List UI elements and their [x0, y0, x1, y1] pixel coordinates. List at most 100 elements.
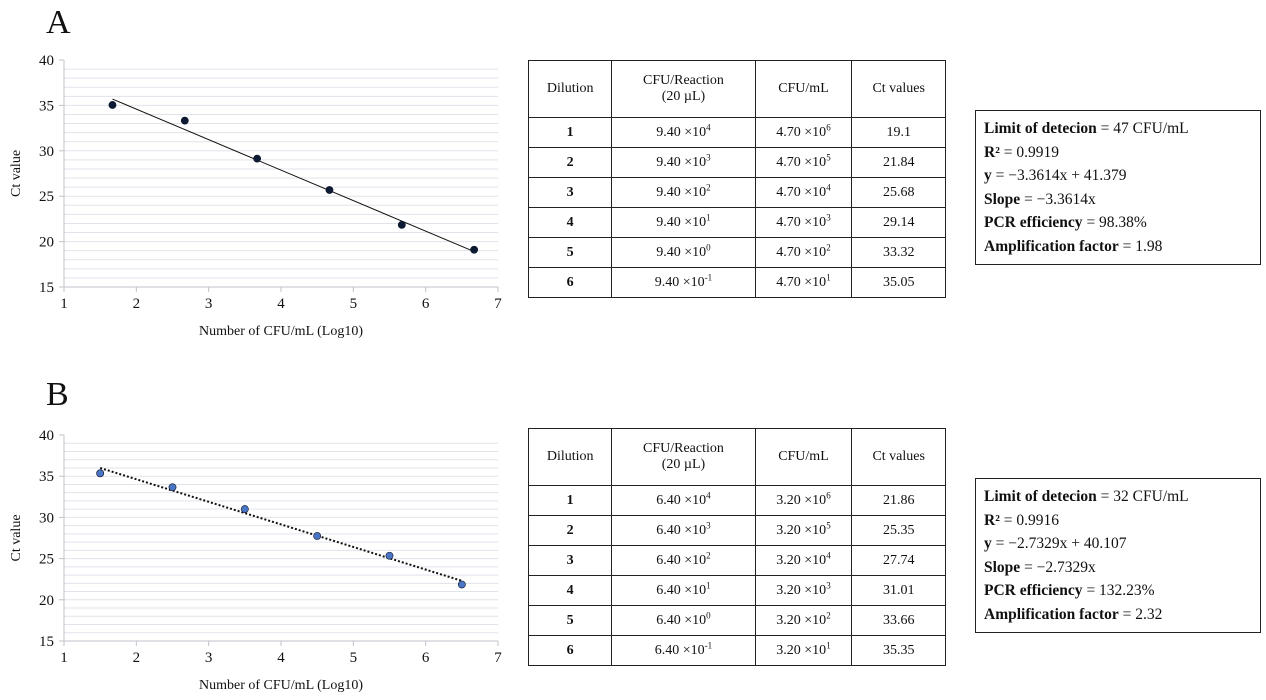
- cell-dilution: 1: [527, 485, 613, 516]
- table-row: 4 6.40 ×101 3.20 ×103 31.01: [527, 575, 946, 606]
- data-point: [470, 245, 479, 254]
- chart-b: 15 20 25 30 35 40 1 2 3 4 5 6 7 Number of CFU/mL (Log…: [9, 428, 502, 693]
- stat-label: R²: [984, 511, 1000, 529]
- stat-label: Limit of detecion: [984, 488, 1097, 505]
- table-row: 1 6.40 ×104 3.20 ×106 21.86: [527, 485, 946, 516]
- cell-dilution: 5: [527, 605, 613, 636]
- cell-cfu-ml: 3.20 ×102: [754, 605, 853, 636]
- data-point: [325, 186, 334, 194]
- panel-a: A 15 20 25 30 35 40 1 2 3 4 5 6 7 Number of CFU/mL (L…: [9, 4, 1261, 339]
- stat-value: = −3.3614x + 41.379: [991, 167, 1127, 184]
- data-point: [253, 154, 262, 163]
- y-tick-label: 40: [39, 428, 54, 444]
- stat-line: Slope = −3.3614x: [984, 188, 1252, 212]
- table-row: 3 6.40 ×102 3.20 ×104 27.74: [527, 545, 946, 576]
- y-tick-label: 25: [39, 189, 54, 205]
- cell-dilution: 3: [527, 545, 613, 576]
- y-tick-label: 20: [39, 235, 54, 251]
- stat-label: y: [984, 167, 992, 184]
- col-header-cfu-reaction: CFU/Reaction (20 µL): [611, 60, 756, 118]
- col-header-cfu-ml: CFU/mL: [754, 60, 853, 118]
- x-tick-label: 4: [277, 296, 285, 312]
- x-axis-title: Number of CFU/mL (Log10): [199, 678, 363, 693]
- cell-cfu-ml: 3.20 ×106: [754, 485, 853, 516]
- cell-ct-value: 33.32: [851, 237, 946, 268]
- y-axis-title: Ct value: [9, 514, 24, 561]
- stat-label: Amplification factor: [984, 605, 1119, 623]
- stat-value: = 32 CFU/mL: [1096, 488, 1189, 505]
- table-body: 1 6.40 ×104 3.20 ×106 21.86 2 6.40 ×103 3.20 ×…: [527, 485, 946, 666]
- stat-value: = 47 CFU/mL: [1096, 120, 1189, 137]
- stat-label: y: [984, 535, 992, 552]
- y-tick-label: 35: [39, 469, 54, 485]
- table-row: 6 6.40 ×10-1 3.20 ×101 35.35: [527, 635, 946, 666]
- cell-ct-value: 35.05: [851, 267, 946, 298]
- cell-ct-value: 21.84: [851, 147, 946, 178]
- table-row: 2 9.40 ×103 4.70 ×105 21.84: [527, 147, 946, 178]
- y-tick-label: 20: [39, 593, 54, 609]
- stat-line: Slope = −2.7329x: [984, 556, 1252, 580]
- stat-line: Limit of detecion = 47 CFU/mL: [984, 117, 1252, 141]
- cell-ct-value: 25.35: [851, 515, 946, 546]
- stat-line: Limit of detecion = 32 CFU/mL: [984, 485, 1252, 509]
- table-row: 4 9.40 ×101 4.70 ×103 29.14: [527, 207, 946, 238]
- stat-line: Amplification factor = 2.32: [984, 603, 1252, 627]
- cell-cfu-reaction: 6.40 ×10-1: [611, 635, 756, 666]
- stat-label: Slope: [984, 190, 1021, 208]
- cell-cfu-reaction: 6.40 ×102: [611, 545, 756, 576]
- cell-cfu-reaction: 6.40 ×104: [611, 485, 756, 516]
- table-row: 1 9.40 ×104 4.70 ×106 19.1: [527, 117, 946, 148]
- cell-cfu-ml: 4.70 ×106: [754, 117, 853, 148]
- x-tick-label: 2: [133, 296, 141, 312]
- table-row: 5 6.40 ×100 3.20 ×102 33.66: [527, 605, 946, 636]
- y-tick-label: 35: [39, 98, 54, 114]
- cell-ct-value: 21.86: [851, 485, 946, 516]
- x-tick-label: 2: [133, 650, 141, 666]
- data-point: [96, 469, 105, 478]
- x-tick-label: 7: [494, 296, 502, 312]
- y-tick-label: 30: [39, 510, 54, 526]
- table-body: 1 9.40 ×104 4.70 ×106 19.1 2 9.40 ×103 4.70 ×1…: [527, 117, 946, 298]
- cell-cfu-reaction: 9.40 ×10-1: [611, 267, 756, 298]
- data-point: [457, 580, 466, 589]
- stat-label: R²: [984, 143, 1000, 161]
- col-header-dilution: Dilution: [527, 60, 613, 118]
- cell-ct-value: 19.1: [851, 117, 946, 148]
- x-tick-label: 6: [422, 296, 430, 312]
- table-row: 5 9.40 ×100 4.70 ×102 33.32: [527, 237, 946, 268]
- stat-value: = 98.38%: [1082, 214, 1147, 231]
- x-tick-label: 7: [494, 650, 502, 666]
- cell-cfu-reaction: 9.40 ×103: [611, 147, 756, 178]
- x-tick-label: 4: [277, 650, 285, 666]
- cell-dilution: 1: [527, 117, 613, 148]
- cell-cfu-ml: 4.70 ×105: [754, 147, 853, 178]
- data-table-b: Dilution CFU/Reaction (20 µL) CFU/mL Ct …: [527, 428, 946, 666]
- cell-dilution: 5: [527, 237, 613, 268]
- cell-cfu-reaction: 6.40 ×101: [611, 575, 756, 606]
- cell-dilution: 3: [527, 177, 613, 208]
- cell-ct-value: 35.35: [851, 635, 946, 666]
- cell-cfu-ml: 4.70 ×101: [754, 267, 853, 298]
- stats-box-b: Limit of detecion = 32 CFU/mL R² = 0.9916…: [975, 478, 1261, 633]
- stat-value: = 2.32: [1118, 605, 1163, 623]
- cell-ct-value: 25.68: [851, 177, 946, 208]
- x-tick-label: 1: [60, 296, 68, 312]
- col-header-dilution: Dilution: [527, 428, 613, 486]
- cell-cfu-ml: 3.20 ×105: [754, 515, 853, 546]
- data-point: [240, 505, 249, 513]
- stat-line: R² = 0.9916: [984, 509, 1252, 533]
- table-row: 3 9.40 ×102 4.70 ×104 25.68: [527, 177, 946, 208]
- x-axis-title: Number of CFU/mL (Log10): [199, 324, 363, 339]
- y-tick-label: 40: [39, 53, 54, 69]
- x-tick-label: 6: [422, 650, 430, 666]
- cell-cfu-ml: 4.70 ×103: [754, 207, 853, 238]
- cell-dilution: 4: [527, 575, 613, 606]
- y-axis-title: Ct value: [9, 150, 24, 197]
- cell-cfu-reaction: 9.40 ×101: [611, 207, 756, 238]
- data-point: [108, 101, 117, 109]
- cell-cfu-ml: 4.70 ×104: [754, 177, 853, 208]
- cell-cfu-reaction: 9.40 ×104: [611, 117, 756, 148]
- data-table-a: Dilution CFU/Reaction (20 µL) CFU/mL Ct …: [527, 60, 946, 298]
- stats-box-a: Limit of detecion = 47 CFU/mL R² = 0.9919…: [975, 110, 1261, 265]
- data-point: [313, 532, 322, 540]
